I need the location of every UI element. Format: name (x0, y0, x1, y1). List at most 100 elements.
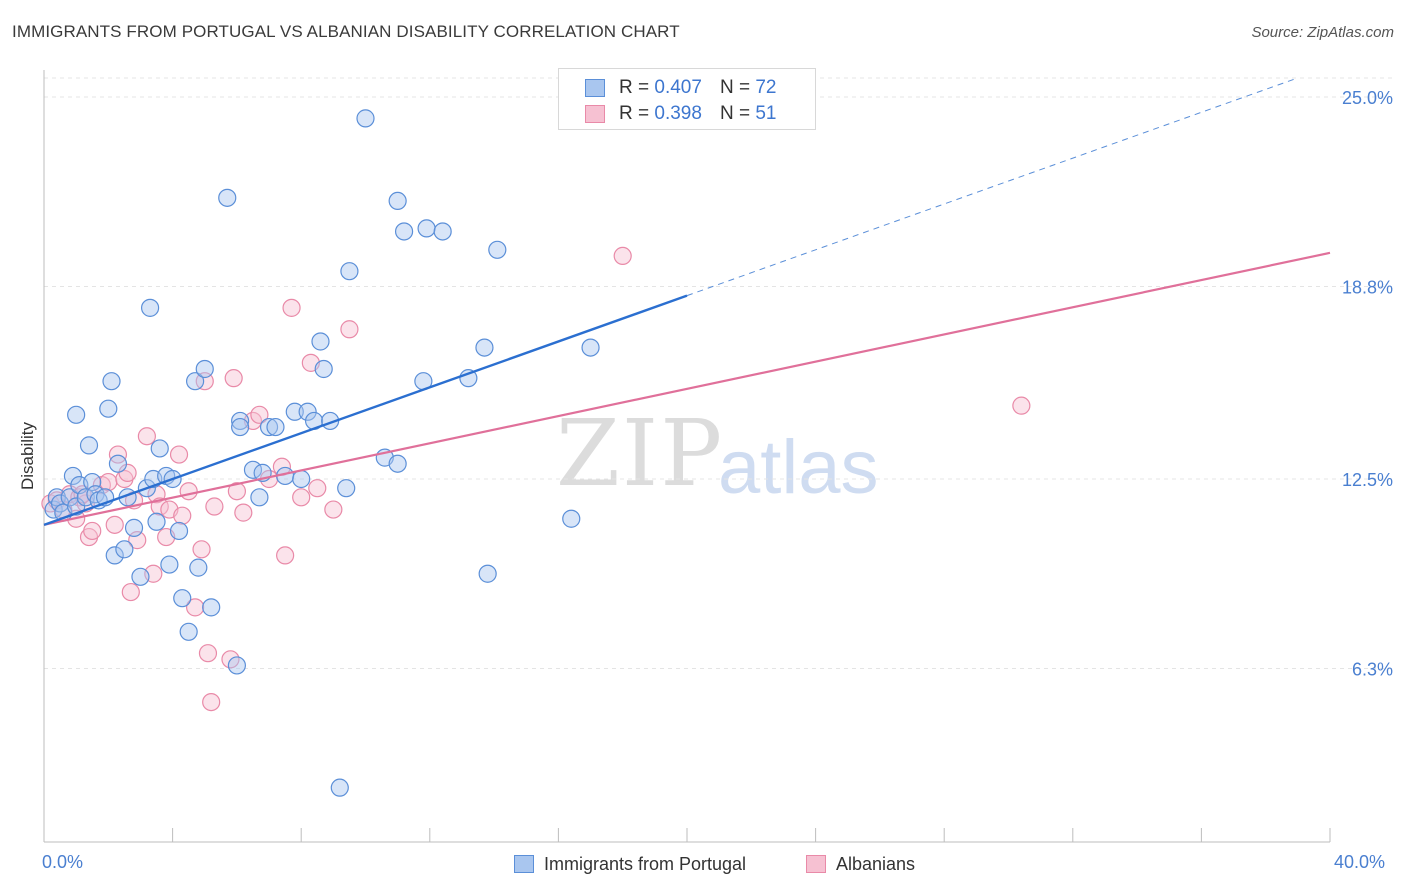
legend-row-albanians: R = 0.398 N = 51 (585, 103, 776, 125)
portugal-point (285, 402, 304, 421)
portugal-point (259, 417, 279, 437)
legend-n-label: N = (719, 77, 751, 98)
albanians-point (224, 369, 243, 388)
trend-lines (43, 77, 1331, 526)
albanians-trend-line (43, 251, 1331, 526)
portugal-point (340, 262, 359, 281)
albanians-point (108, 445, 128, 464)
albanians-point (137, 427, 156, 446)
grid-lines (44, 77, 1392, 669)
portugal-point (356, 109, 375, 128)
albanians-point (186, 598, 205, 617)
portugal-point (433, 222, 452, 241)
portugal-point (186, 372, 205, 391)
portugal-point (581, 338, 600, 357)
portugal-point (140, 298, 160, 317)
portugal-point (250, 488, 269, 507)
portugal-point (337, 479, 356, 498)
albanians-point (324, 500, 343, 519)
legend-swatch-albanians (585, 105, 605, 123)
portugal-point (227, 656, 246, 675)
legend-n-value: 51 (755, 103, 777, 124)
albanians-point (192, 540, 211, 559)
portugal-point (488, 240, 507, 259)
portugal-point (99, 399, 118, 418)
portugal-point (102, 372, 121, 391)
axes (43, 70, 1331, 843)
portugal-point (311, 332, 330, 351)
albanians-point (198, 644, 218, 663)
legend-n-value: 72 (755, 77, 777, 98)
portugal-point (330, 778, 349, 797)
portugal-point (231, 411, 250, 431)
portugal-point (147, 512, 166, 531)
portugal-point (169, 521, 189, 541)
portugal-point (124, 518, 144, 537)
portugal-point (131, 567, 150, 586)
albanians-point (276, 546, 295, 565)
portugal-point (195, 359, 214, 379)
y-axis-label: Disability (18, 421, 37, 491)
bottom-legend-swatch-portugal (514, 855, 534, 873)
y-tick-label: 18.8% (1342, 277, 1393, 297)
chart-title: IMMIGRANTS FROM PORTUGAL VS ALBANIAN DIS… (12, 22, 680, 41)
portugal-point (202, 598, 221, 617)
portugal-point (218, 188, 237, 207)
bottom-legend-label-portugal: Immigrants from Portugal (544, 853, 747, 874)
albanians-point (234, 503, 253, 522)
legend-r-value: 0.398 (654, 103, 702, 124)
portugal-point (63, 466, 83, 486)
portugal-point (388, 454, 407, 473)
x-tick-label-max: 40.0% (1334, 852, 1386, 872)
portugal-trend-line (43, 294, 688, 526)
bottom-legend-swatch-albanians (806, 855, 826, 873)
portugal-point (231, 417, 250, 437)
y-tick-label: 12.5% (1342, 470, 1393, 490)
portugal-point (79, 436, 99, 455)
y-tick-label: 6.3% (1352, 659, 1393, 679)
albanians-point (340, 320, 359, 339)
albanians-point (105, 515, 124, 534)
portugal-point (60, 488, 79, 507)
albanians-point (83, 521, 102, 541)
legend-r-label: R = (619, 103, 650, 124)
portugal-point (314, 359, 333, 379)
portugal-point (179, 622, 198, 641)
portugal-point (108, 454, 128, 473)
albanians-point (292, 488, 311, 507)
stats-legend: R = 0.407 N = 72 R = 0.398 N = 51 (558, 68, 816, 130)
portugal-point (173, 589, 192, 608)
portugal-points (44, 109, 600, 797)
bottom-legend-label-albanians: Albanians (836, 853, 916, 874)
portugal-point (478, 564, 497, 583)
albanians-point (179, 482, 198, 501)
portugal-point (160, 555, 179, 574)
portugal-point (189, 558, 208, 577)
portugal-point (115, 540, 134, 559)
albanians-point (202, 692, 221, 712)
legend-r-value: 0.407 (654, 77, 702, 98)
albanians-point (99, 472, 118, 492)
source-label: Source: ZipAtlas.com (1251, 24, 1394, 41)
legend-r-label: R = (619, 77, 650, 98)
watermark-zip: ZIP (556, 400, 725, 507)
albanians-point (308, 479, 327, 498)
watermark-atlas: atlas (718, 425, 879, 510)
albanians-point (250, 405, 269, 424)
x-tick-label-min: 0.0% (42, 852, 84, 872)
y-tick-label: 25.0% (1342, 88, 1393, 108)
portugal-point (388, 191, 407, 211)
bottom-legend-albanians: Albanians (806, 852, 915, 876)
portugal-point (394, 222, 414, 241)
portugal-point (292, 469, 311, 489)
legend-n-label: N = (719, 103, 751, 124)
portugal-point (562, 509, 581, 528)
bottom-legend-portugal: Immigrants from Portugal (514, 852, 746, 876)
portugal-point (150, 439, 169, 458)
albanians-point (205, 497, 224, 516)
y-tick-labels: 6.3% 12.5% 18.8% 25.0% (1342, 88, 1393, 679)
legend-swatch-portugal (585, 79, 605, 97)
albanians-point (169, 445, 189, 464)
portugal-point (298, 402, 317, 421)
